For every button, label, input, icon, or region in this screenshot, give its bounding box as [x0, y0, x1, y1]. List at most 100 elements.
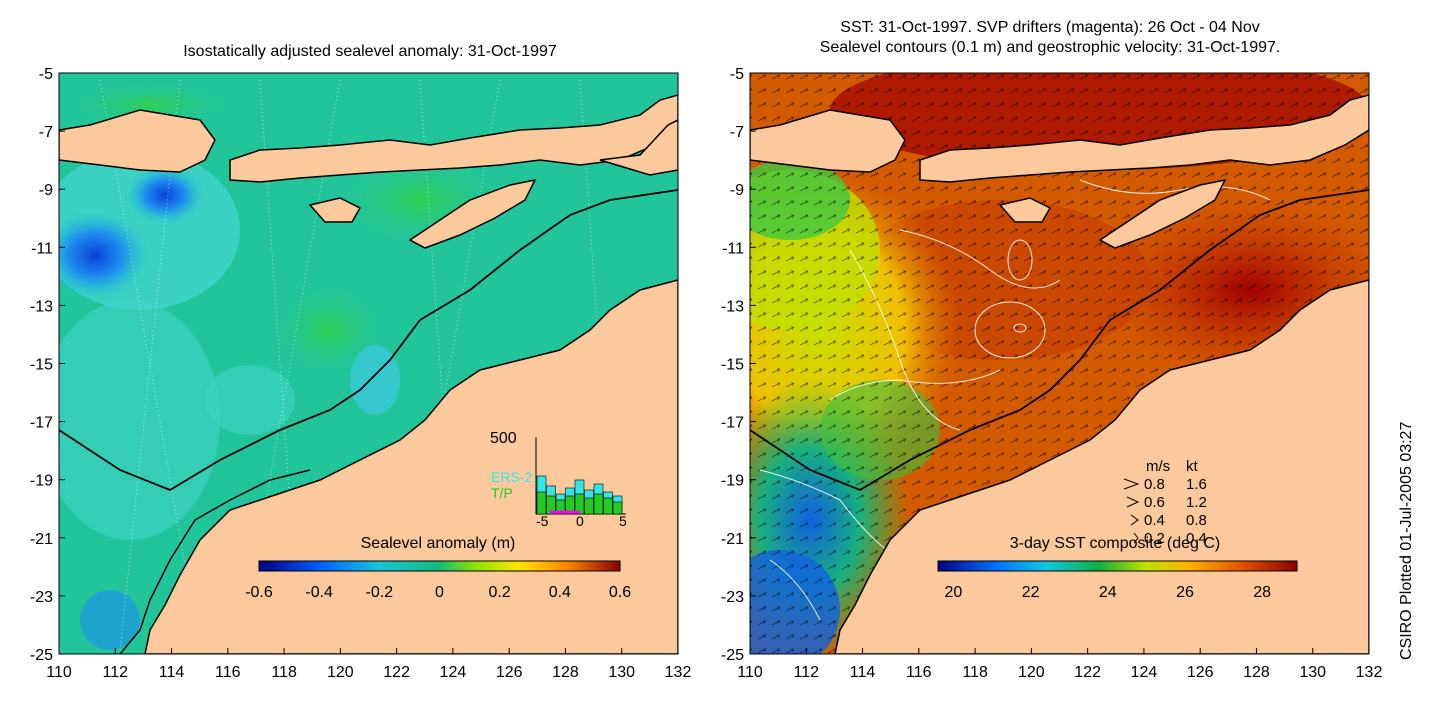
sst-colorbar — [937, 560, 1298, 572]
right-x-tick-label: 132 — [1356, 664, 1383, 681]
velocity-legend-ms: 0.2 — [1144, 530, 1165, 547]
velocity-legend-header-kt: kt — [1186, 458, 1199, 475]
velocity-legend-kt: 1.6 — [1186, 476, 1207, 493]
inset-bar-tp — [565, 495, 575, 515]
left-x-tick-label: 130 — [608, 664, 635, 681]
sst-colorbar-tick: 28 — [1253, 584, 1271, 601]
left-x-tick-label: 118 — [271, 664, 297, 681]
right-x-tick-label: 126 — [1187, 664, 1214, 681]
inset-bar-tp — [574, 493, 585, 515]
velocity-legend-arrow — [1123, 478, 1140, 490]
inset-x-tick-0: 0 — [576, 513, 584, 529]
velocity-legend-ms: 0.6 — [1144, 494, 1165, 511]
inset-x-tick-neg5: -5 — [536, 513, 549, 529]
left-x-tick-label: 116 — [215, 664, 241, 681]
right-y-tick-label: -13 — [721, 298, 744, 315]
right-x-tick-label: 116 — [906, 664, 932, 681]
inset-legend-ers2: ERS-2 — [491, 469, 532, 485]
velocity-legend: m/s kt 0.8 1.60.6 1.20.4 0.80.2 0.4 — [1123, 458, 1207, 547]
right-y-tick-label: -15 — [721, 357, 744, 374]
right-y-tick-label: -5 — [730, 66, 744, 83]
velocity-legend-kt: 0.4 — [1186, 530, 1207, 547]
inset-bar-tp — [546, 495, 556, 515]
sla-colorbar-tick: 0 — [435, 584, 444, 601]
left-y-tick-label: -11 — [31, 240, 53, 257]
left-y-tick-label: -25 — [30, 647, 53, 664]
left-x-tick-label: 124 — [440, 664, 467, 681]
left-x-tick-label: 120 — [327, 664, 354, 681]
sla-colorbar-tick: 0.2 — [489, 584, 511, 601]
right-x-tick-label: 118 — [962, 664, 988, 681]
sst-colorbar-tick: 26 — [1176, 584, 1194, 601]
sst-shelf-contour — [750, 189, 1369, 492]
right-x-tick-label: 120 — [1018, 664, 1045, 681]
left-y-tick-label: -17 — [30, 415, 53, 432]
right-x-tick-label: 112 — [794, 664, 820, 681]
right-title-line1: SST: 31-Oct-1997. SVP drifters (magenta)… — [840, 19, 1260, 36]
right-x-tick-label: 114 — [850, 664, 876, 681]
sst-colorbar-label: 3-day SST composite (deg C) — [1010, 535, 1220, 552]
left-y-tick-label: -5 — [39, 66, 53, 83]
left-panel-title: Isostatically adjusted sealevel anomaly:… — [183, 43, 557, 60]
sla-shelf-contour — [59, 189, 678, 492]
right-y-tick-label: -25 — [721, 647, 744, 664]
sealevel-contours — [759, 179, 1271, 621]
velocity-legend-arrow — [1126, 496, 1140, 508]
sla-colorbar-label: Sealevel anomaly (m) — [361, 535, 516, 552]
left-y-tick-label: -21 — [30, 531, 53, 548]
left-x-tick-label: 110 — [46, 664, 72, 681]
right-y-tick-label: -23 — [721, 589, 744, 606]
sla-land-islands — [59, 94, 678, 249]
left-y-tick-label: -7 — [39, 124, 53, 141]
sla-colorbar-tick: -0.6 — [245, 584, 273, 601]
right-x-tick-label: 130 — [1299, 664, 1326, 681]
velocity-legend-ms: 0.4 — [1144, 512, 1165, 529]
inset-y-tick: 500 — [490, 430, 517, 447]
velocity-legend-kt: 1.2 — [1186, 494, 1207, 511]
sla-colorbar-tick: 0.6 — [609, 584, 631, 601]
inset-legend-tp: T/P — [491, 485, 513, 501]
sla-colorbar — [258, 560, 621, 572]
inset-x-tick-5: 5 — [619, 513, 627, 529]
right-panel-title: SST: 31-Oct-1997. SVP drifters (magenta)… — [720, 18, 1380, 58]
right-x-tick-label: 122 — [1074, 664, 1101, 681]
sst-map — [750, 73, 1369, 654]
left-x-tick-label: 122 — [383, 664, 410, 681]
left-y-tick-label: -19 — [30, 473, 53, 490]
right-x-tick-label: 128 — [1243, 664, 1270, 681]
sla-colorbar-tick: -0.2 — [366, 584, 394, 601]
altimeter-inset: 500 ERS-2 T/P -5 0 5 — [490, 430, 627, 529]
sla-colorbar-tick: 0.4 — [549, 584, 571, 601]
left-x-tick-label: 128 — [552, 664, 579, 681]
credit-text: CSIRO Plotted 01-Jul-2005 03:27 — [1398, 421, 1415, 660]
left-y-tick-label: -9 — [39, 182, 53, 199]
sst-land-islands — [750, 94, 1369, 249]
right-y-tick-label: -9 — [730, 182, 744, 199]
velocity-legend-arrow — [1130, 514, 1139, 526]
left-x-tick-label: 114 — [159, 664, 185, 681]
velocity-legend-header-ms: m/s — [1146, 458, 1170, 475]
sst-colorbar-tick: 22 — [1022, 584, 1040, 601]
left-y-tick-label: -23 — [30, 589, 53, 606]
inset-bar-tp — [612, 501, 623, 515]
left-x-tick-label: 126 — [496, 664, 523, 681]
right-y-tick-label: -19 — [721, 473, 744, 490]
inset-bar-tp — [584, 497, 594, 515]
velocity-legend-kt: 0.8 — [1186, 512, 1207, 529]
left-y-tick-label: -13 — [30, 298, 53, 315]
sla-colorbar-tick: -0.4 — [305, 584, 333, 601]
inset-bar-tp — [603, 497, 613, 515]
velocity-legend-arrow — [1133, 532, 1139, 544]
velocity-legend-ms: 0.8 — [1144, 476, 1165, 493]
right-y-tick-label: -21 — [721, 531, 744, 548]
right-y-tick-label: -11 — [722, 240, 744, 257]
right-x-tick-label: 124 — [1131, 664, 1158, 681]
sst-colorbar-tick: 24 — [1099, 584, 1117, 601]
inset-bar-tp — [555, 499, 566, 515]
right-x-tick-label: 110 — [737, 664, 763, 681]
inset-bar-tp — [593, 493, 604, 515]
right-y-tick-label: -17 — [721, 415, 744, 432]
sst-colorbar-tick: 20 — [945, 584, 963, 601]
right-y-tick-label: -7 — [730, 124, 744, 141]
